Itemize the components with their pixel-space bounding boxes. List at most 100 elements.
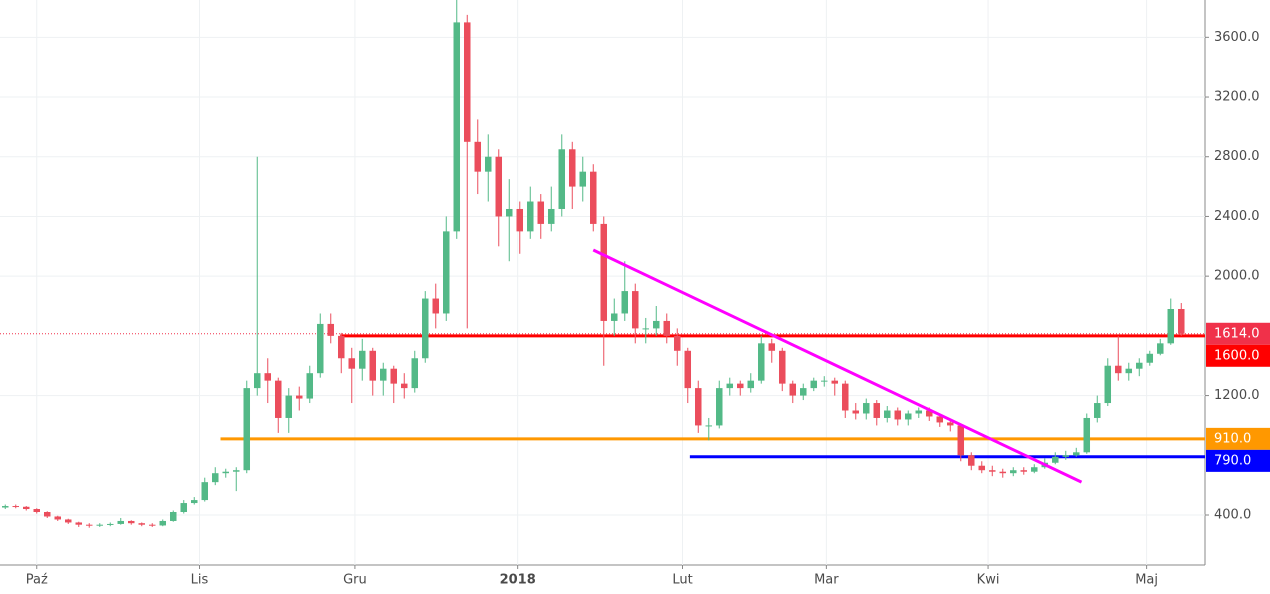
candle-body bbox=[254, 373, 261, 389]
candle-body bbox=[516, 208, 524, 232]
candle-body bbox=[1167, 308, 1175, 344]
candle-body bbox=[579, 171, 587, 187]
candle-body bbox=[401, 383, 408, 389]
candle-body bbox=[159, 520, 167, 526]
candle-body bbox=[243, 388, 251, 471]
candle-body bbox=[443, 231, 450, 314]
candle-body bbox=[548, 208, 555, 224]
candle-body bbox=[1083, 417, 1091, 453]
candle-body bbox=[138, 523, 146, 525]
candle-body bbox=[201, 482, 209, 501]
candle-body bbox=[1062, 455, 1070, 457]
x-tick-label: 2018 bbox=[500, 573, 536, 588]
candle-body bbox=[695, 388, 702, 426]
candle-body bbox=[128, 520, 135, 524]
candle-body bbox=[1010, 470, 1017, 474]
candle-body bbox=[1136, 362, 1143, 369]
candle-body bbox=[621, 291, 629, 314]
candle-body bbox=[96, 524, 104, 526]
trendline bbox=[592, 248, 1083, 484]
candle-body bbox=[86, 524, 93, 526]
candle-body bbox=[1178, 308, 1185, 334]
candle-body bbox=[264, 373, 272, 381]
price-label-box bbox=[1206, 322, 1270, 345]
candle-body bbox=[737, 383, 744, 389]
candle-body bbox=[800, 388, 807, 396]
x-tick-label: Gru bbox=[343, 573, 367, 588]
y-tick-label: 1200.0 bbox=[1214, 388, 1260, 403]
candle-body bbox=[191, 500, 198, 504]
candle-body bbox=[684, 350, 692, 389]
candle-body bbox=[65, 519, 72, 523]
candle-body bbox=[44, 512, 51, 517]
candle-body bbox=[1146, 353, 1154, 363]
candle-body bbox=[285, 395, 293, 418]
candle-body bbox=[957, 425, 965, 456]
candle-body bbox=[779, 350, 786, 384]
candle-body bbox=[422, 298, 429, 359]
candle-body bbox=[842, 383, 849, 411]
candle-body bbox=[894, 410, 902, 420]
candle-body bbox=[23, 506, 30, 510]
candle-body bbox=[1125, 368, 1133, 374]
candle-body bbox=[653, 320, 660, 329]
candle-body bbox=[663, 320, 671, 336]
candle-body bbox=[1115, 365, 1122, 374]
price-label-box bbox=[1206, 344, 1270, 367]
candle-body bbox=[600, 223, 608, 321]
price-label: 1600.0 bbox=[1214, 348, 1260, 363]
candle-body bbox=[306, 373, 314, 399]
candle-body bbox=[170, 512, 177, 521]
candle-body bbox=[1052, 456, 1059, 463]
candle-body bbox=[390, 368, 398, 384]
y-tick-label: 2800.0 bbox=[1214, 149, 1260, 164]
candle-body bbox=[863, 403, 870, 414]
candle-body bbox=[1020, 470, 1028, 472]
candle-body bbox=[821, 380, 828, 382]
y-tick-label: 3200.0 bbox=[1214, 90, 1260, 105]
candle-body bbox=[212, 473, 219, 483]
candle-body bbox=[705, 425, 713, 427]
candle-body bbox=[495, 156, 503, 217]
candle-body bbox=[1157, 343, 1164, 354]
candle-body bbox=[233, 470, 240, 472]
candle-body bbox=[275, 380, 282, 418]
candle-body bbox=[884, 410, 891, 418]
x-tick-label: Lut bbox=[672, 573, 692, 588]
y-tick-label: 3600.0 bbox=[1214, 30, 1260, 45]
candle-body bbox=[1031, 467, 1038, 472]
candle-body bbox=[348, 358, 356, 369]
candle-body bbox=[1104, 365, 1112, 404]
price-label: 1614.0 bbox=[1214, 326, 1260, 341]
candle-body bbox=[1094, 403, 1101, 418]
candle-body bbox=[569, 149, 576, 187]
candle-body bbox=[999, 471, 1007, 474]
candle-body bbox=[453, 22, 461, 232]
candle-body bbox=[789, 383, 797, 396]
candle-body bbox=[768, 343, 776, 351]
candle-body bbox=[75, 522, 83, 525]
price-label-box bbox=[1206, 449, 1270, 472]
x-tick-label: Lis bbox=[191, 573, 209, 588]
price-label: 910.0 bbox=[1214, 431, 1251, 446]
candle-body bbox=[380, 368, 387, 381]
candle-body bbox=[317, 323, 324, 374]
candle-body bbox=[506, 208, 513, 217]
candle-body bbox=[726, 383, 734, 389]
candle-body bbox=[915, 410, 923, 414]
candle-body bbox=[117, 520, 125, 524]
candle-body bbox=[831, 380, 839, 384]
candle-body bbox=[222, 471, 230, 474]
candle-body bbox=[369, 350, 377, 381]
candle-body bbox=[296, 395, 303, 399]
candle-body bbox=[873, 403, 881, 418]
candle-body bbox=[2, 506, 9, 508]
candle-body bbox=[558, 149, 566, 209]
candle-body bbox=[33, 509, 41, 513]
candle-body bbox=[107, 523, 114, 525]
candle-body bbox=[432, 298, 440, 314]
candle-body bbox=[54, 516, 62, 520]
candle-body bbox=[936, 416, 944, 423]
candle-body bbox=[411, 358, 419, 389]
